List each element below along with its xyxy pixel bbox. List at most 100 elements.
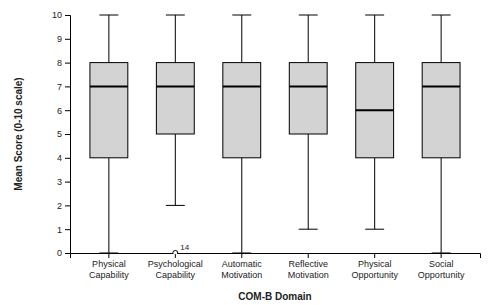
x-tick-label: ReflectiveMotivation <box>288 259 329 280</box>
lower-whisker <box>374 158 375 229</box>
max-cap <box>232 15 251 16</box>
upper-whisker <box>308 15 309 63</box>
x-tick-mark <box>108 253 109 258</box>
y-tick-label: 2 <box>57 201 62 211</box>
y-tick-mark <box>65 253 70 254</box>
y-tick-label: 6 <box>57 106 62 116</box>
y-tick-mark <box>65 39 70 40</box>
y-tick: 3 <box>57 177 70 187</box>
y-tick: 7 <box>57 82 70 92</box>
y-tick: 6 <box>57 106 70 116</box>
lower-whisker <box>108 158 109 253</box>
y-tick: 5 <box>57 129 70 139</box>
y-axis: 0 1 2 3 4 5 6 7 8 9 10 <box>52 10 71 258</box>
min-cap <box>99 253 118 254</box>
x-axis-line <box>71 254 481 259</box>
y-tick-mark <box>65 134 70 135</box>
median <box>223 85 261 87</box>
upper-whisker <box>175 15 176 63</box>
box <box>356 63 394 158</box>
x-tick-mark <box>241 253 242 258</box>
lower-whisker <box>241 158 242 253</box>
y-tick-mark <box>65 15 70 16</box>
box <box>289 63 327 134</box>
y-tick: 9 <box>57 34 70 44</box>
min-cap <box>299 229 318 230</box>
max-cap <box>99 15 118 16</box>
upper-whisker <box>241 15 242 63</box>
outlier-labels: 14 <box>180 243 189 252</box>
y-tick-label: 0 <box>57 248 62 258</box>
lower-whisker <box>441 158 442 253</box>
y-axis-line <box>65 16 71 254</box>
min-cap <box>365 229 384 230</box>
x-tick: ReflectiveMotivation <box>288 253 329 280</box>
x-tick: PhysicalOpportunity <box>351 253 398 280</box>
box <box>156 63 194 134</box>
x-tick: AutomaticMotivation <box>221 253 262 280</box>
box <box>90 63 128 158</box>
y-tick-label: 8 <box>57 58 62 68</box>
chart: 0 1 2 3 4 5 6 7 8 9 10 PhysicalCapability Psychologi… <box>0 0 500 305</box>
median <box>422 85 460 87</box>
min-cap <box>232 253 251 254</box>
y-tick-label: 1 <box>57 225 62 235</box>
x-tick-label: PhysicalOpportunity <box>351 259 398 280</box>
x-tick-mark <box>441 253 442 258</box>
box-plot <box>289 15 327 229</box>
y-tick-mark <box>65 86 70 87</box>
box <box>223 63 261 158</box>
outlier <box>173 251 178 255</box>
y-tick-mark <box>65 63 70 64</box>
y-tick-label: 9 <box>57 34 62 44</box>
median <box>356 109 394 111</box>
max-cap <box>299 15 318 16</box>
y-tick: 10 <box>52 10 70 20</box>
median <box>156 85 194 87</box>
median <box>90 85 128 87</box>
min-cap <box>166 205 185 206</box>
max-cap <box>166 15 185 16</box>
upper-whisker <box>374 15 375 63</box>
max-cap <box>432 15 451 16</box>
box <box>422 63 460 158</box>
x-axis-title: COM-B Domain <box>238 291 311 302</box>
y-tick-label: 3 <box>57 177 62 187</box>
x-tick-mark <box>374 253 375 258</box>
x-tick-label: AutomaticMotivation <box>221 259 262 280</box>
lower-whisker <box>308 134 309 229</box>
x-tick-label: SocialOpportunity <box>418 259 465 280</box>
x-tick: PsychologicalCapability <box>148 253 203 280</box>
y-tick: 4 <box>57 153 70 163</box>
box-plot <box>223 15 261 253</box>
min-cap <box>432 253 451 254</box>
box-plot <box>90 15 128 253</box>
upper-whisker <box>441 15 442 63</box>
plot-area <box>90 15 460 254</box>
x-tick: PhysicalCapability <box>89 253 129 280</box>
median <box>289 85 327 87</box>
y-axis-title: Mean Score (0-10 scale) <box>13 77 24 190</box>
x-tick-label: PsychologicalCapability <box>148 259 203 280</box>
y-tick-label: 5 <box>57 129 62 139</box>
box-plot <box>422 15 460 253</box>
y-tick-label: 10 <box>52 10 62 20</box>
y-tick-label: 7 <box>57 82 62 92</box>
y-tick-label: 4 <box>57 153 62 163</box>
y-tick-mark <box>65 110 70 111</box>
x-axis: PhysicalCapability PsychologicalCapabilit… <box>71 253 481 280</box>
y-tick: 1 <box>57 225 70 235</box>
max-cap <box>365 15 384 16</box>
y-tick-mark <box>65 158 70 159</box>
y-tick: 0 <box>57 248 70 258</box>
lower-whisker <box>175 134 176 205</box>
x-tick-mark <box>308 253 309 258</box>
box-plot <box>156 15 194 254</box>
y-tick-mark <box>65 229 70 230</box>
y-tick: 8 <box>57 58 70 68</box>
upper-whisker <box>108 15 109 63</box>
x-tick: SocialOpportunity <box>418 253 465 280</box>
x-tick-label: PhysicalCapability <box>89 259 129 280</box>
outlier-label: 14 <box>180 243 189 252</box>
box-plot <box>356 15 394 229</box>
